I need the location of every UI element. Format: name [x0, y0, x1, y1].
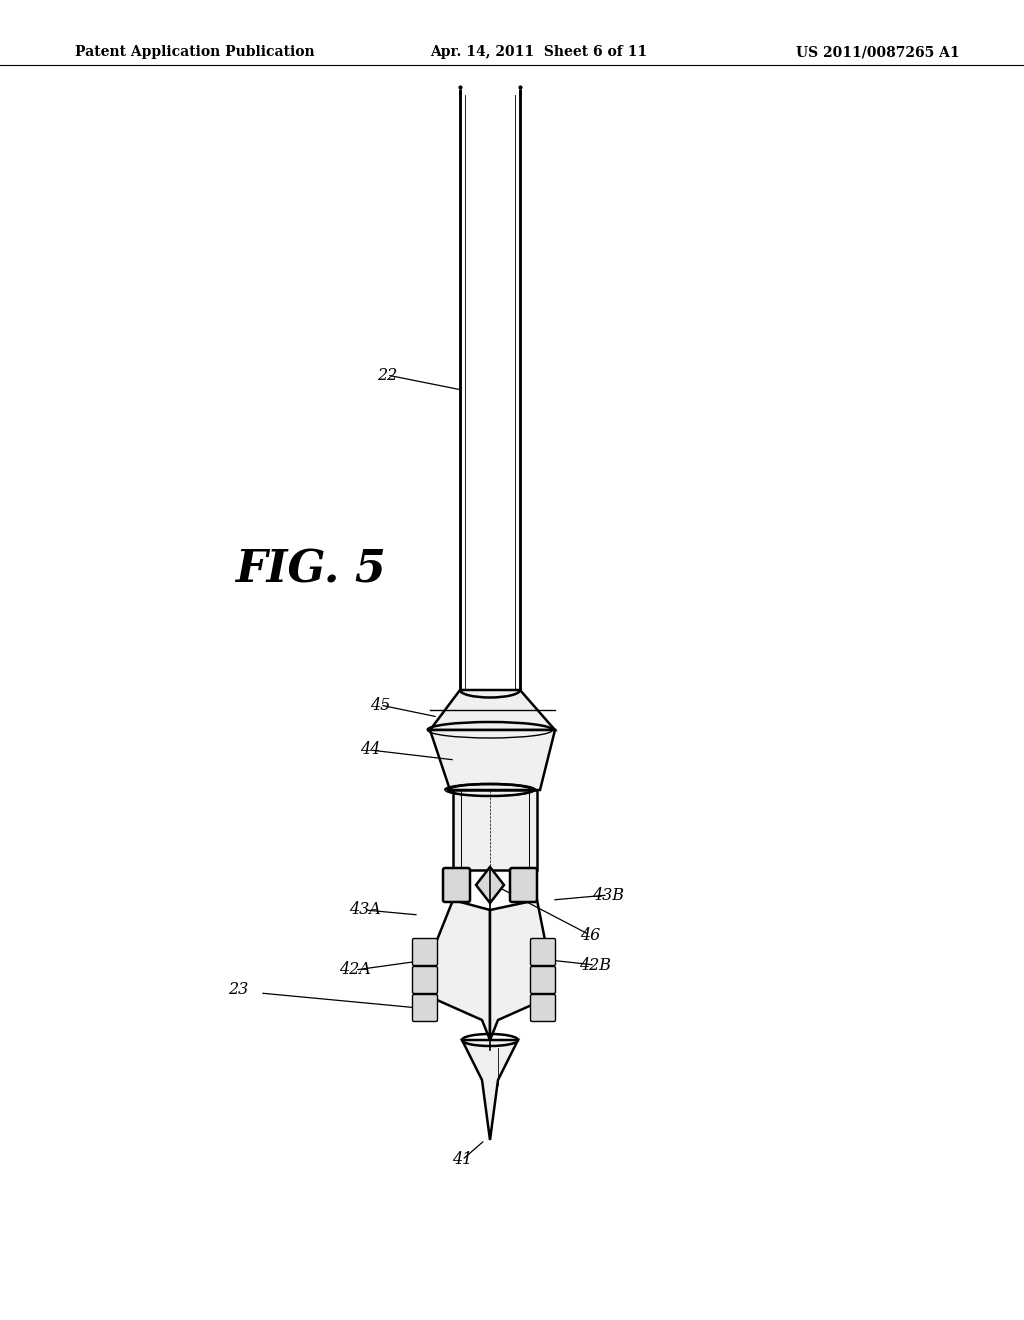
Text: 45: 45: [370, 697, 390, 714]
Text: 44: 44: [359, 742, 380, 759]
Polygon shape: [430, 690, 555, 730]
Text: Apr. 14, 2011  Sheet 6 of 11: Apr. 14, 2011 Sheet 6 of 11: [430, 45, 647, 59]
Polygon shape: [490, 900, 553, 1040]
FancyBboxPatch shape: [413, 994, 437, 1022]
FancyBboxPatch shape: [413, 939, 437, 965]
Text: 42B: 42B: [579, 957, 611, 974]
Polygon shape: [476, 867, 504, 903]
FancyBboxPatch shape: [530, 939, 555, 965]
Text: 46: 46: [580, 927, 600, 944]
Text: 43B: 43B: [592, 887, 624, 903]
FancyBboxPatch shape: [413, 966, 437, 994]
FancyBboxPatch shape: [530, 994, 555, 1022]
Polygon shape: [453, 789, 537, 870]
Text: 41: 41: [452, 1151, 472, 1168]
Text: 43A: 43A: [349, 902, 381, 919]
FancyBboxPatch shape: [530, 966, 555, 994]
Text: 42A: 42A: [339, 961, 371, 978]
Polygon shape: [430, 730, 555, 789]
Polygon shape: [427, 900, 490, 1040]
FancyBboxPatch shape: [443, 869, 470, 902]
Polygon shape: [460, 90, 520, 690]
Text: Patent Application Publication: Patent Application Publication: [75, 45, 314, 59]
Text: US 2011/0087265 A1: US 2011/0087265 A1: [797, 45, 961, 59]
Polygon shape: [462, 1040, 518, 1140]
FancyBboxPatch shape: [510, 869, 537, 902]
Text: 23: 23: [228, 982, 248, 998]
Text: FIG. 5: FIG. 5: [234, 549, 386, 591]
Text: 22: 22: [377, 367, 397, 384]
